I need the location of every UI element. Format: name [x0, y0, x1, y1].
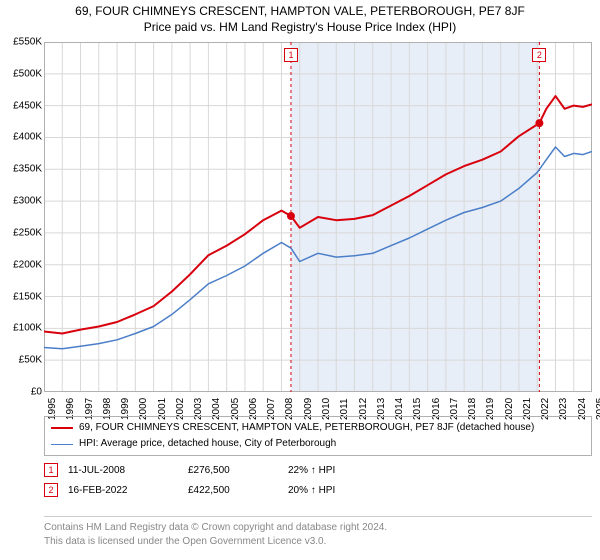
marker-diff: 22% ↑ HPI — [288, 465, 378, 476]
marker-row: 1 11-JUL-2008 £276,500 22% ↑ HPI — [44, 460, 592, 480]
marker-diff: 20% ↑ HPI — [288, 485, 378, 496]
markers-table: 1 11-JUL-2008 £276,500 22% ↑ HPI 2 16-FE… — [44, 460, 592, 500]
y-tick-label: £550K — [2, 37, 42, 48]
legend-label: HPI: Average price, detached house, City… — [79, 436, 336, 452]
y-tick-label: £100K — [2, 323, 42, 334]
marker-date: 16-FEB-2022 — [68, 485, 178, 496]
y-tick-label: £200K — [2, 259, 42, 270]
page-title: 69, FOUR CHIMNEYS CRESCENT, HAMPTON VALE… — [0, 0, 600, 18]
legend-item: HPI: Average price, detached house, City… — [51, 436, 585, 452]
marker-row: 2 16-FEB-2022 £422,500 20% ↑ HPI — [44, 480, 592, 500]
legend: 69, FOUR CHIMNEYS CRESCENT, HAMPTON VALE… — [44, 416, 592, 456]
y-tick-label: £400K — [2, 132, 42, 143]
legend-swatch — [51, 427, 73, 429]
line-chart — [44, 42, 592, 392]
attribution: Contains HM Land Registry data © Crown c… — [44, 516, 592, 549]
chart-container: 69, FOUR CHIMNEYS CRESCENT, HAMPTON VALE… — [0, 0, 600, 560]
y-tick-label: £150K — [2, 291, 42, 302]
y-tick-label: £500K — [2, 68, 42, 79]
legend-item: 69, FOUR CHIMNEYS CRESCENT, HAMPTON VALE… — [51, 420, 585, 436]
marker-date: 11-JUL-2008 — [68, 465, 178, 476]
y-tick-label: £50K — [2, 355, 42, 366]
attribution-line: Contains HM Land Registry data © Crown c… — [44, 521, 592, 535]
legend-label: 69, FOUR CHIMNEYS CRESCENT, HAMPTON VALE… — [79, 420, 534, 436]
y-tick-label: £350K — [2, 164, 42, 175]
marker-price: £422,500 — [188, 485, 278, 496]
marker-price: £276,500 — [188, 465, 278, 476]
page-subtitle: Price paid vs. HM Land Registry's House … — [0, 18, 600, 38]
chart-area — [44, 42, 592, 392]
event-badge: 1 — [284, 48, 298, 62]
legend-swatch — [51, 444, 73, 445]
attribution-line: This data is licensed under the Open Gov… — [44, 535, 592, 549]
x-tick-label: 2025 — [595, 398, 600, 420]
event-badge: 2 — [532, 48, 546, 62]
marker-badge: 2 — [44, 483, 58, 497]
y-tick-label: £250K — [2, 227, 42, 238]
y-tick-label: £450K — [2, 100, 42, 111]
y-tick-label: £300K — [2, 196, 42, 207]
marker-badge: 1 — [44, 463, 58, 477]
y-tick-label: £0 — [2, 387, 42, 398]
